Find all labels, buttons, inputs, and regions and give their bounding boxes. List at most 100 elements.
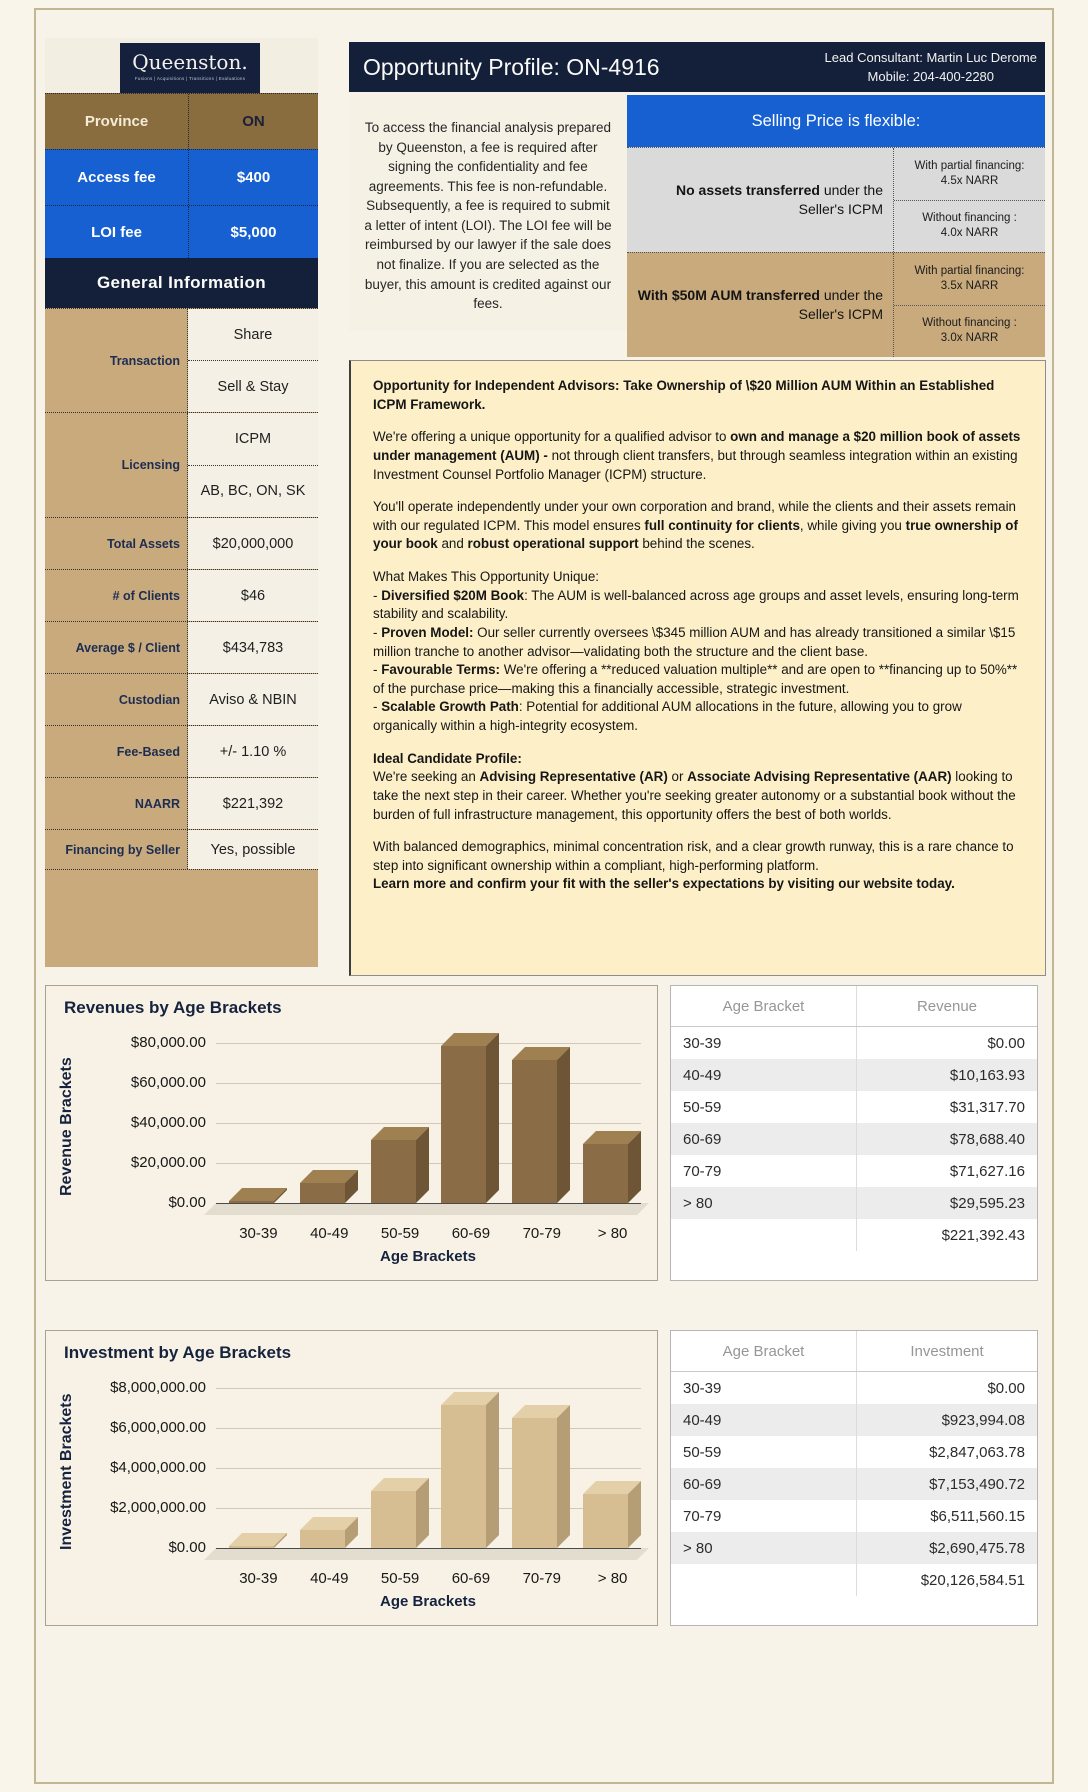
- bar: [512, 1046, 571, 1203]
- info-row-label: Financing by Seller: [45, 830, 188, 869]
- gridline: [216, 1083, 641, 1084]
- left-panel-filler: [45, 869, 318, 967]
- selling-option-label: Without financing :: [922, 317, 1017, 330]
- bar-side-face: [486, 1032, 500, 1203]
- selling-option-label: Without financing :: [922, 212, 1017, 225]
- table-row: 70-79 $6,511,560.15: [671, 1500, 1037, 1532]
- y-axis-tick-label: $0.00: [168, 1194, 206, 1211]
- table-row: 60-69 $78,688.40: [671, 1123, 1037, 1155]
- table-row: $221,392.43: [671, 1219, 1037, 1251]
- bar: [441, 1391, 500, 1548]
- info-row-values: ICPM AB, BC, ON, SK: [188, 413, 318, 517]
- loi-fee-label: LOI fee: [45, 206, 189, 258]
- table-cell-value: $20,126,584.51: [920, 1571, 1025, 1589]
- selling-price-table: Selling Price is flexible: No assets tra…: [627, 95, 1045, 357]
- table-cell-bracket: > 80: [671, 1532, 857, 1564]
- bar: [299, 1516, 358, 1548]
- info-row: Custodian Aviso & NBIN: [45, 673, 318, 725]
- table-header-cell: Age Bracket: [671, 1331, 857, 1371]
- fee-intro-text: To access the financial analysis prepare…: [349, 95, 627, 331]
- table-cell-bracket: > 80: [671, 1187, 857, 1219]
- table-row: 30-39 $0.00: [671, 1372, 1037, 1404]
- bar-top-face: [228, 1533, 287, 1546]
- selling-option-label: With partial financing:: [914, 159, 1025, 172]
- info-row-value: ICPM: [234, 430, 272, 447]
- gridline: [216, 1428, 641, 1429]
- info-row-label: Total Assets: [45, 518, 188, 569]
- x-axis-tick-label: 60-69: [451, 1225, 491, 1242]
- general-information-rows: Transaction Share Sell & Stay Licensing ICPM…: [45, 308, 318, 869]
- info-row-value: $20,000,000: [212, 535, 294, 552]
- logo-row: Queenston. Fusions | Acquisitions | Tran…: [45, 38, 318, 93]
- table-cell-value: $2,847,063.78: [929, 1443, 1025, 1461]
- y-axis-tick-label: $0.00: [168, 1539, 206, 1556]
- investment-chart-panel: Investment by Age Brackets Investment Br…: [45, 1330, 658, 1626]
- info-row-label: Licensing: [45, 413, 188, 517]
- bar: [299, 1169, 358, 1203]
- selling-price-rows: No assets transferred under the Seller's…: [627, 147, 1045, 357]
- selling-price-row: With $50M AUM transferred under the Sell…: [627, 252, 1045, 357]
- body-paragraph: - Scalable Growth Path: Potential for ad…: [373, 699, 962, 733]
- logo-brand: Queenston.: [132, 50, 248, 74]
- bar-side-face: [415, 1478, 429, 1548]
- table-cell-bracket: 70-79: [671, 1155, 857, 1187]
- info-row-values: Aviso & NBIN: [188, 674, 318, 725]
- selling-option-cell: With partial financing: 3.5x NARR: [894, 253, 1045, 305]
- x-axis-tick-label: 60-69: [451, 1570, 491, 1587]
- table-header-cell: Investment: [910, 1342, 984, 1360]
- table-row: 40-49 $923,994.08: [671, 1404, 1037, 1436]
- access-fee-label: Access fee: [45, 150, 189, 205]
- bar: [228, 1188, 287, 1203]
- x-axis-tick-label: 30-39: [239, 1225, 278, 1242]
- chart-floor: [204, 1548, 649, 1560]
- gridline: [216, 1468, 641, 1469]
- info-row: NAARR $221,392: [45, 777, 318, 829]
- table-row: 30-39 $0.00: [671, 1027, 1037, 1059]
- info-row-value: $221,392: [222, 795, 284, 812]
- info-row-values: Share Sell & Stay: [188, 309, 318, 412]
- table-row: 60-69 $7,153,490.72: [671, 1468, 1037, 1500]
- province-label: Province: [45, 94, 189, 149]
- table-cell-bracket: 50-59: [671, 1091, 857, 1123]
- info-row-label: # of Clients: [45, 570, 188, 621]
- investment-chart-xlabel: Age Brackets: [380, 1593, 476, 1610]
- loi-fee-row: LOI fee $5,000: [45, 205, 318, 258]
- table-row: $20,126,584.51: [671, 1564, 1037, 1596]
- table-cell-bracket: 40-49: [671, 1059, 857, 1091]
- info-row-value: Aviso & NBIN: [209, 691, 297, 708]
- info-row-values: $434,783: [188, 622, 318, 673]
- province-row: Province ON: [45, 93, 318, 149]
- info-row: Total Assets $20,000,000: [45, 517, 318, 569]
- selling-option-label: With partial financing:: [914, 264, 1025, 277]
- table-cell-value: $923,994.08: [941, 1411, 1025, 1429]
- revenue-table-panel: Age Bracket Revenue 30-39 $0.00 40-49 $10,163…: [670, 985, 1038, 1281]
- bar: [370, 1127, 429, 1203]
- left-sidebar: Queenston. Fusions | Acquisitions | Tran…: [45, 38, 318, 967]
- table-cell-value: $2,690,475.78: [929, 1539, 1025, 1557]
- revenue-chart-title: Revenues by Age Brackets: [64, 998, 282, 1017]
- body-paragraph: We're offering a unique opportunity for …: [373, 429, 1021, 482]
- bar-top-face: [228, 1188, 287, 1201]
- investment-table-panel: Age Bracket Investment 30-39 $0.00 40-49 $923…: [670, 1330, 1038, 1626]
- table-body: 30-39 $0.00 40-49 $923,994.08 50-59 $2,847,06…: [671, 1372, 1037, 1596]
- gridline: [216, 1203, 641, 1204]
- info-row-label: Fee-Based: [45, 726, 188, 777]
- gridline: [216, 1043, 641, 1044]
- info-row-values: +/- 1.10 %: [188, 726, 318, 777]
- info-row-value: Yes, possible: [210, 841, 296, 858]
- consultant-mobile: Mobile: 204-400-2280: [867, 69, 995, 84]
- body-paragraph: Opportunity for Independent Advisors: Ta…: [373, 378, 995, 412]
- y-axis-tick-label: $8,000,000.00: [110, 1379, 206, 1396]
- bar: [583, 1130, 642, 1203]
- table-cell-value: $71,627.16: [949, 1162, 1025, 1180]
- info-row-value: $434,783: [222, 639, 284, 656]
- table-cell-value: $31,317.70: [949, 1098, 1025, 1116]
- table-cell-value: $78,688.40: [949, 1130, 1025, 1148]
- info-row-value: Sell & Stay: [188, 360, 318, 412]
- body-paragraph: What Makes This Opportunity Unique:: [373, 569, 600, 584]
- body-paragraph: - Favourable Terms: We're offering a **r…: [373, 662, 1018, 696]
- table-row: > 80 $2,690,475.78: [671, 1532, 1037, 1564]
- gridline: [216, 1123, 641, 1124]
- selling-row-options: With partial financing: 3.5x NARR Without …: [893, 253, 1045, 357]
- y-axis-tick-label: $2,000,000.00: [110, 1499, 206, 1516]
